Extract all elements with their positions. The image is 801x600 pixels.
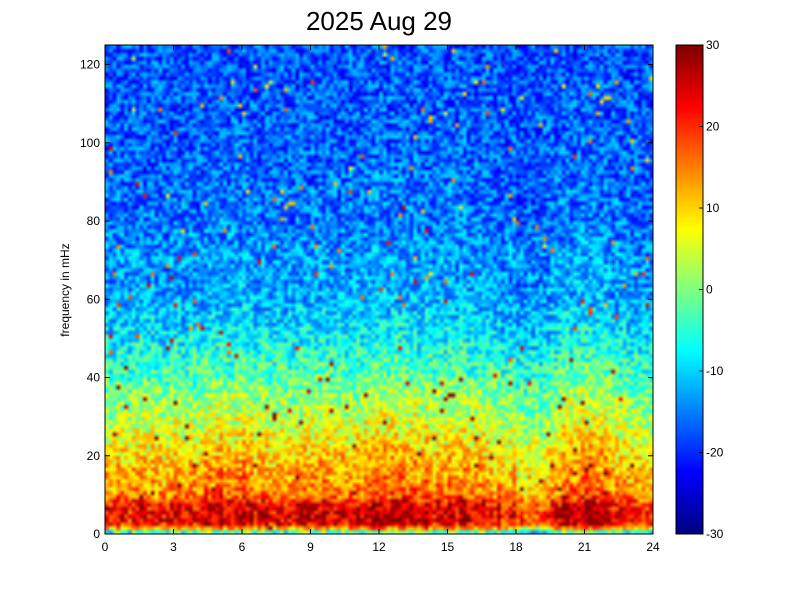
heatmap-image [105,45,653,534]
x-tick-label: 21 [578,540,592,554]
y-tick-label: 120 [80,58,100,72]
x-tick-label: 6 [239,540,246,554]
colorbar-tick-label: -30 [706,527,724,541]
y-tick-label: 60 [87,292,101,306]
colorbar-tick-label: -10 [706,364,724,378]
y-tick-label: 100 [80,136,100,150]
x-axis: 0 3 6 9 12 15 18 21 24 [102,45,660,554]
x-tick-label: 9 [307,540,314,554]
y-tick-label: 80 [87,214,101,228]
colorbar-tick-label: 30 [706,38,720,52]
x-tick-label: 12 [372,540,386,554]
y-tick-label: 0 [93,527,100,541]
colorbar-tick-label: -20 [706,446,724,460]
x-tick-label: 18 [509,540,523,554]
colorbar-tick-label: 20 [706,120,720,134]
x-tick-label: 24 [646,540,660,554]
colorbar-tick-label: 10 [706,201,720,215]
colorbar-image [676,45,703,534]
x-tick-label: 3 [170,540,177,554]
y-axis: 0 20 40 60 80 100 120 [80,58,653,541]
y-tick-label: 40 [87,371,101,385]
x-tick-label: 0 [102,540,109,554]
colorbar-axis: 30 20 10 0 -10 -20 -30 [699,38,724,541]
y-tick-label: 20 [87,449,101,463]
chart-title: 2025 Aug 29 [305,6,453,36]
y-axis-label: frequency in mHz [58,243,72,336]
x-tick-label: 15 [441,540,455,554]
colorbar-tick-label: 0 [706,283,713,297]
